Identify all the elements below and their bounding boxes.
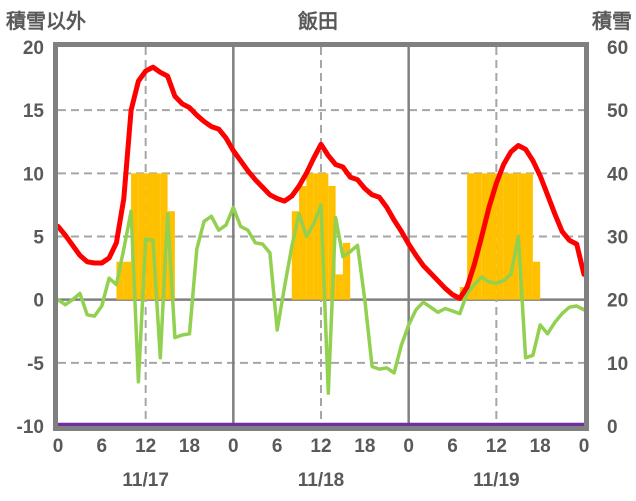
sunshine-bars [525, 173, 533, 300]
sunshine-bars [116, 261, 124, 300]
plot-border [53, 42, 589, 431]
x-axis-hour-tick-label: 0 [53, 436, 64, 457]
right-axis-tick-label: 50 [607, 101, 628, 122]
left-axis-tick-label: 15 [23, 101, 45, 122]
right-axis-tick-label: 0 [607, 417, 618, 438]
sunshine-bars [342, 242, 351, 300]
left-axis-tick-label: 5 [33, 228, 44, 249]
chart-title: 飯田 [298, 11, 338, 33]
right-axis-tick-label: 40 [607, 164, 628, 185]
left-axis-tick-label: -5 [27, 354, 44, 375]
x-axis-date-label: 11/17 [122, 470, 169, 491]
sunshine-bars [489, 173, 497, 300]
sunshine-bars [474, 173, 482, 300]
right-axis-tick-label: 60 [607, 38, 628, 59]
x-axis-hour-tick-label: 18 [179, 436, 200, 457]
right-axis-tick-label: 10 [607, 354, 628, 375]
sunshine-bars [160, 173, 168, 300]
sunshine-bars [496, 173, 504, 300]
x-axis-date-label: 11/18 [298, 470, 345, 491]
left-axis-label: 積雪以外 [6, 11, 86, 33]
right-axis-tick-label: 20 [607, 291, 628, 312]
sunshine-bars [131, 173, 139, 300]
sunshine-bars [291, 211, 300, 300]
x-axis-hour-tick-label: 18 [354, 436, 375, 457]
left-axis-tick-label: 10 [23, 164, 44, 185]
right-axis-tick-label: 30 [607, 228, 628, 249]
sunshine-bars [123, 261, 132, 300]
sunshine-bars [335, 274, 343, 300]
x-axis-hour-tick-label: 12 [486, 436, 507, 457]
left-axis-tick-label: 20 [23, 38, 44, 59]
temperature-line [55, 64, 587, 301]
x-axis-hour-tick-label: 0 [228, 436, 239, 457]
green-line [56, 203, 586, 395]
x-axis-hour-tick-label: 12 [135, 436, 156, 457]
sunshine-bars [510, 173, 519, 300]
x-axis-date-label: 11/19 [473, 470, 520, 491]
x-axis-hour-tick-label: 18 [530, 436, 551, 457]
sunshine-bars [145, 173, 153, 300]
sunshine-bars [503, 173, 511, 300]
sunshine-bars [518, 173, 526, 300]
sunshine-bars [152, 173, 161, 300]
x-axis-hour-tick-label: 0 [579, 436, 590, 457]
sunshine-bars [138, 173, 146, 300]
sunshine-bars [328, 185, 336, 300]
sunshine-bars [313, 173, 321, 300]
x-axis-hour-tick-label: 6 [447, 436, 458, 457]
left-axis-tick-label: -10 [17, 417, 44, 438]
sunshine-bars [306, 173, 314, 300]
sunshine-bars [481, 173, 490, 300]
x-axis-hour-tick-label: 6 [97, 436, 108, 457]
x-axis-hour-tick-label: 12 [310, 436, 331, 457]
sunshine-bars [321, 173, 329, 300]
x-axis-hour-tick-label: 6 [272, 436, 283, 457]
x-axis-hour-tick-label: 0 [403, 436, 414, 457]
right-axis-label: 積雪 [592, 11, 632, 33]
sunshine-bars [299, 185, 307, 300]
sunshine-bars [532, 261, 541, 300]
sunshine-bars [467, 173, 475, 300]
left-axis-tick-label: 0 [33, 291, 44, 312]
